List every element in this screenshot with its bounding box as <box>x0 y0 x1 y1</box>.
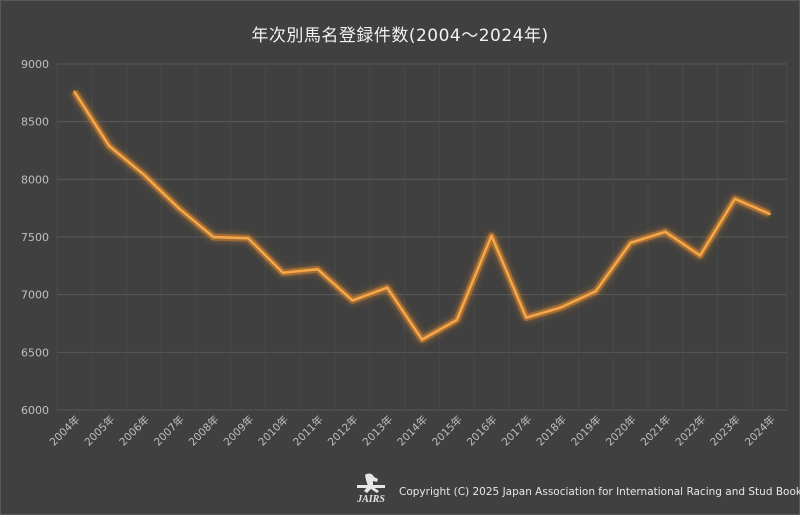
x-tick-label: 2008年 <box>186 413 222 449</box>
x-axis-labels: 2004年 2005年 2006年 2007年 2008年 2009年 2010年 2011年… <box>47 413 778 449</box>
y-tick-label: 8500 <box>21 116 49 129</box>
x-tick-label: 2010年 <box>256 413 292 449</box>
logo-text: JAIRS <box>356 494 385 505</box>
data-point <box>212 235 215 239</box>
x-tick-label: 2024年 <box>742 413 778 449</box>
x-tick-label: 2006年 <box>117 413 153 449</box>
x-tick-label: 2022年 <box>673 413 709 449</box>
x-tick-label: 2014年 <box>395 413 431 449</box>
data-point <box>594 290 598 293</box>
data-point <box>525 316 528 319</box>
data-point <box>455 318 458 322</box>
series-line-glow <box>71 89 771 344</box>
y-tick-label: 6000 <box>21 404 49 417</box>
y-tick-label: 8000 <box>21 173 49 186</box>
x-tick-label: 2009年 <box>221 413 257 449</box>
series-line <box>73 91 771 341</box>
x-tick-label: 2004年 <box>47 413 83 449</box>
data-point <box>386 286 389 289</box>
data-point <box>698 254 702 257</box>
x-tick-label: 2012年 <box>325 413 361 449</box>
y-tick-label: 9000 <box>21 58 49 71</box>
x-tick-label: 2020年 <box>603 413 639 449</box>
chart-title: 年次別馬名登録件数(2004～2024年) <box>251 26 549 46</box>
data-point <box>246 236 250 240</box>
x-tick-label: 2019年 <box>568 413 604 449</box>
y-axis-labels: 6000 6500 7000 7500 8000 8500 9000 <box>21 58 49 417</box>
data-point <box>629 241 632 244</box>
data-point <box>490 234 493 238</box>
data-point <box>733 197 737 201</box>
data-point <box>316 268 319 271</box>
series-group <box>71 89 771 344</box>
data-point <box>664 230 667 234</box>
data-point <box>73 90 76 93</box>
x-tick-label: 2013年 <box>360 413 396 449</box>
x-tick-label: 2011年 <box>290 413 326 449</box>
data-point <box>281 271 285 274</box>
y-tick-label: 6500 <box>21 346 49 359</box>
y-gridlines <box>57 63 787 411</box>
data-point <box>177 206 180 210</box>
data-point <box>559 306 563 309</box>
data-point <box>351 299 354 302</box>
copyright-text: Copyright (C) 2025 Japan Association for… <box>399 486 800 498</box>
y-tick-label: 7000 <box>21 289 49 302</box>
data-point <box>768 212 771 216</box>
y-tick-label: 7500 <box>21 231 49 244</box>
x-tick-label: 2021年 <box>638 413 674 449</box>
x-tick-label: 2016年 <box>464 413 500 449</box>
data-point <box>142 173 146 176</box>
x-gridlines <box>56 64 788 410</box>
x-tick-label: 2017年 <box>499 413 535 449</box>
jairs-logo: JAIRS <box>351 471 391 505</box>
data-point <box>420 338 424 341</box>
x-tick-label: 2023年 <box>707 413 743 449</box>
data-point <box>107 144 111 148</box>
x-tick-label: 2005年 <box>82 413 118 449</box>
x-tick-label: 2007年 <box>151 413 187 449</box>
x-tick-label: 2018年 <box>534 413 570 449</box>
x-tick-label: 2015年 <box>429 413 465 449</box>
